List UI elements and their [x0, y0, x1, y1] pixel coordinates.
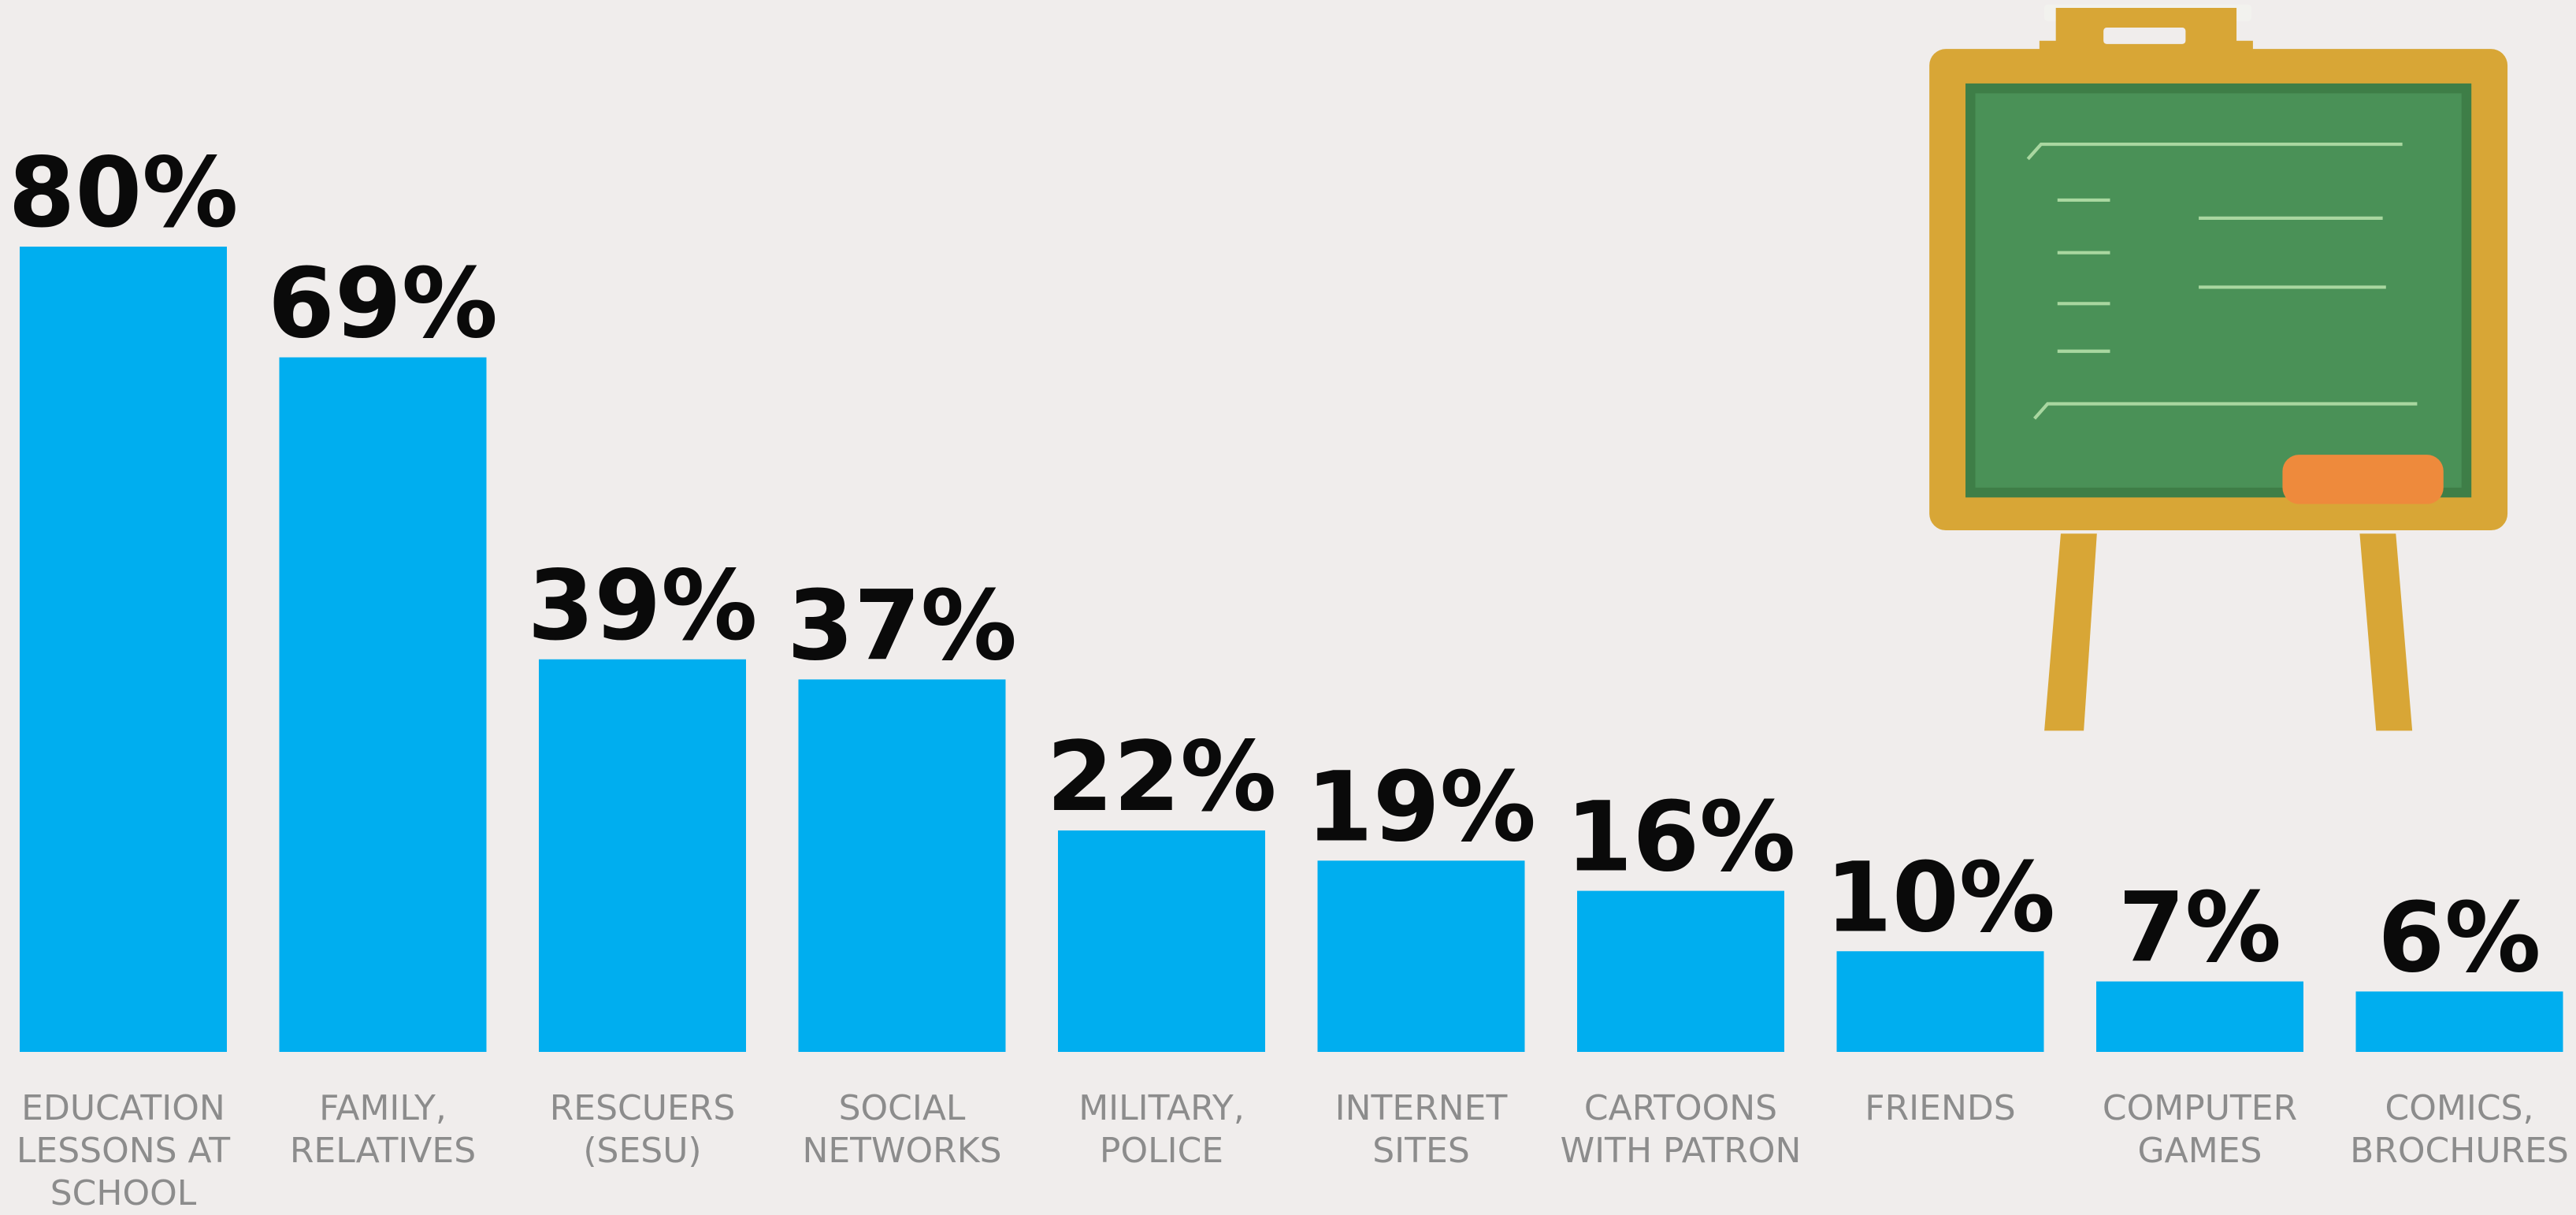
category-label: CARTOONS WITH PATRON	[1560, 1088, 1802, 1171]
category-label: RESCUERS (SESU)	[549, 1088, 736, 1171]
category-label: COMPUTER GAMES	[2102, 1088, 2298, 1171]
bar	[1058, 830, 1265, 1052]
board-inner	[1975, 93, 2462, 488]
bar	[20, 247, 227, 1052]
category-label: EDUCATION LESSONS AT SCHOOL	[16, 1088, 231, 1213]
chalkboard-illustration	[1929, 4, 2508, 731]
value-label: 37%	[787, 570, 1017, 682]
bar	[1577, 890, 1784, 1052]
category-label: FAMILY, RELATIVES	[289, 1088, 477, 1171]
value-label: 80%	[8, 137, 238, 249]
category-label: SOCIAL NETWORKS	[802, 1088, 1002, 1171]
value-label: 19%	[1306, 751, 1536, 863]
bar	[539, 659, 746, 1052]
value-label: 39%	[527, 550, 757, 662]
eraser	[2282, 455, 2444, 504]
category-label: MILITARY, POLICE	[1078, 1088, 1245, 1171]
value-label: 22%	[1046, 721, 1276, 833]
leg	[2359, 533, 2413, 731]
value-label: 16%	[1565, 782, 1795, 894]
category-label: FRIENDS	[1865, 1088, 2016, 1128]
category-label: INTERNET SITES	[1334, 1088, 1508, 1171]
value-label: 10%	[1825, 842, 2055, 953]
value-label: 69%	[268, 248, 498, 360]
bar	[1836, 951, 2044, 1052]
value-label: 6%	[2377, 882, 2541, 994]
category-label: COMICS, BROCHURES	[2350, 1088, 2569, 1171]
bar	[1317, 860, 1525, 1052]
handle-hole	[2103, 28, 2186, 44]
bar	[798, 679, 1006, 1052]
bar	[2096, 981, 2303, 1052]
value-label: 7%	[2118, 872, 2281, 984]
chalk-lines	[2026, 142, 2418, 420]
bar	[279, 357, 487, 1052]
leg	[2044, 533, 2097, 731]
bar	[2355, 991, 2563, 1052]
